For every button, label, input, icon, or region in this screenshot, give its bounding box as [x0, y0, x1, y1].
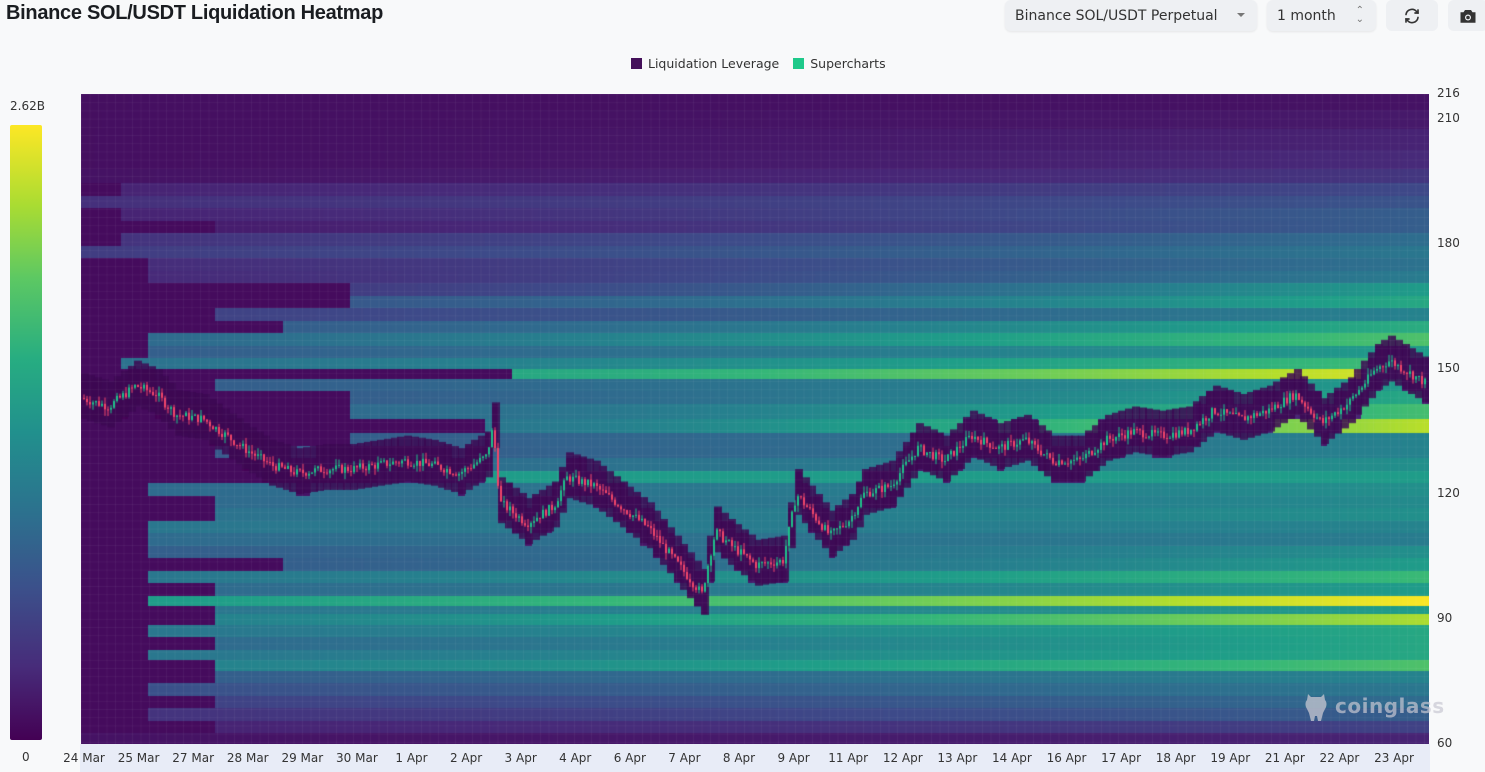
- screenshot-button[interactable]: [1448, 0, 1485, 31]
- up-down-arrows-icon: ⌃ ⌄: [1355, 5, 1364, 25]
- camera-icon: [1460, 9, 1476, 23]
- refresh-icon: [1405, 8, 1419, 23]
- liquidation-heatmap-plot[interactable]: [81, 94, 1429, 744]
- y-tick: 150: [1437, 361, 1460, 375]
- time-range-value: 1 month: [1277, 7, 1336, 24]
- coinglass-logo-icon: [1305, 694, 1327, 721]
- x-tick: 21 Apr: [1264, 751, 1305, 765]
- x-tick: 30 Mar: [336, 751, 378, 765]
- x-tick: 13 Apr: [937, 751, 978, 765]
- x-tick: 28 Mar: [226, 751, 269, 765]
- exchange-select-value: Binance SOL/USDT Perpetual: [1015, 7, 1218, 24]
- legend-item-supercharts[interactable]: Supercharts: [793, 56, 886, 71]
- x-tick: 4 Apr: [559, 751, 592, 765]
- chart-legend: Liquidation Leverage Supercharts: [631, 56, 900, 71]
- x-tick: 8 Apr: [722, 751, 756, 765]
- x-tick: 3 Apr: [504, 751, 537, 765]
- time-range-select[interactable]: 1 month ⌃ ⌄: [1267, 0, 1376, 31]
- range-slider[interactable]: [80, 744, 1430, 772]
- x-tick: 14 Apr: [991, 751, 1032, 765]
- colorbar: [10, 125, 42, 740]
- watermark-text: coinglass: [1335, 694, 1445, 718]
- x-tick: 2 Apr: [449, 751, 483, 765]
- refresh-button[interactable]: [1386, 0, 1438, 31]
- legend-swatch: [631, 58, 642, 69]
- legend-swatch: [793, 58, 805, 69]
- x-tick: 29 Mar: [281, 751, 324, 765]
- y-tick: 210: [1437, 111, 1460, 125]
- x-tick: 24 Mar: [63, 751, 105, 765]
- legend-label: Liquidation Leverage: [648, 56, 780, 71]
- y-tick: 60: [1437, 736, 1453, 750]
- colorbar-min-label: 0: [22, 750, 30, 764]
- x-tick: 18 Apr: [1155, 751, 1196, 765]
- x-tick: 6 Apr: [613, 751, 646, 765]
- x-tick: 17 Apr: [1101, 751, 1141, 765]
- legend-item-liquidation-leverage[interactable]: Liquidation Leverage: [631, 56, 779, 71]
- coinglass-watermark: coinglass: [1303, 690, 1445, 722]
- colorbar-max-label: 2.62B: [10, 99, 45, 113]
- x-tick: 27 Mar: [172, 751, 215, 765]
- x-tick: 25 Mar: [117, 751, 160, 765]
- y-tick: 90: [1437, 611, 1453, 625]
- x-tick: 22 Apr: [1319, 751, 1360, 765]
- x-tick: 7 Apr: [668, 751, 701, 765]
- exchange-select[interactable]: Binance SOL/USDT Perpetual: [1005, 0, 1257, 31]
- x-tick: 19 Apr: [1210, 751, 1251, 765]
- x-tick: 1 Apr: [395, 751, 428, 765]
- legend-label: Supercharts: [810, 56, 886, 71]
- y-tick: 120: [1437, 486, 1460, 500]
- page-title: Binance SOL/USDT Liquidation Heatmap: [6, 2, 384, 24]
- x-tick: 9 Apr: [777, 751, 810, 765]
- y-tick: 216: [1437, 86, 1460, 100]
- x-tick: 16 Apr: [1046, 751, 1087, 765]
- chevron-down-icon: [1237, 13, 1245, 17]
- x-tick: 23 Apr: [1374, 751, 1414, 765]
- x-tick: 11 Apr: [828, 751, 869, 765]
- x-tick: 12 Apr: [882, 751, 923, 765]
- y-tick: 180: [1437, 236, 1460, 250]
